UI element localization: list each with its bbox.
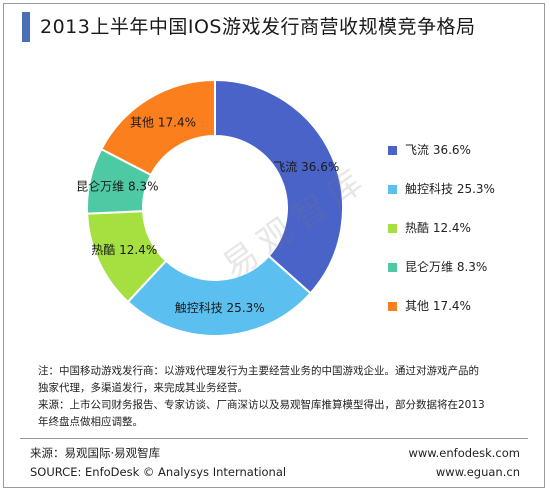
chart-title: 2013上半年中国IOS游戏发行商营收规模竞争格局 bbox=[40, 16, 476, 38]
slice-1 bbox=[126, 254, 312, 337]
note-line-3: 来源：上市公司财务报告、专家访谈、厂商深访以及易观智库推算模型得出，部分数据将在… bbox=[38, 399, 485, 411]
source-url-enfodesk: www.enfodesk.com bbox=[408, 446, 520, 460]
slice-labels: 飞流 36.6% 触控科技 25.3% 热酷 12.4% 昆仑万维 8.3% 其他 17… bbox=[76, 116, 339, 315]
slice-4 bbox=[99, 78, 216, 177]
source-url-eguan: www.eguan.cn bbox=[435, 465, 520, 479]
note-line-1: 注：中国移动游戏发行商：以游戏代理发行为主要经营业务的中国游戏企业。通过对游戏产… bbox=[38, 365, 479, 377]
donut-chart: 飞流 36.6% 触控科技 25.3% 热酷 12.4% 昆仑万维 8.3% 其他 17… bbox=[76, 78, 344, 337]
legend-label-other: 其他 17.4% bbox=[405, 299, 471, 313]
legend-item-reku: 热酷 12.4% bbox=[388, 218, 538, 238]
legend-item-kunlun: 昆仑万维 8.3% bbox=[388, 257, 538, 277]
slice-label-2: 热酷 12.4% bbox=[91, 243, 157, 257]
footer-divider bbox=[20, 438, 528, 439]
url-block: www.enfodesk.com www.eguan.cn bbox=[408, 444, 520, 482]
legend-label-kunlun: 昆仑万维 8.3% bbox=[405, 260, 488, 274]
slice-label-4: 其他 17.4% bbox=[130, 116, 196, 130]
legend-item-other: 其他 17.4% bbox=[388, 296, 538, 316]
source-cn: 来源：易观国际·易观智库 bbox=[30, 446, 161, 460]
source-en: SOURCE: EnfoDesk © Analysys Internationa… bbox=[30, 465, 287, 479]
source-block: 来源：易观国际·易观智库 SOURCE: EnfoDesk © Analysys… bbox=[30, 444, 286, 482]
slice-label-3: 昆仑万维 8.3% bbox=[76, 179, 158, 193]
legend-item-feiliu: 飞流 36.6% bbox=[388, 140, 538, 160]
legend-swatch-kunlun bbox=[388, 263, 397, 272]
slice-0 bbox=[214, 78, 344, 295]
slice-label-0: 飞流 36.6% bbox=[273, 160, 339, 174]
legend-swatch-chukong bbox=[388, 185, 397, 194]
note-line-2: 独家代理，多渠道发行，来完成其业务经营。 bbox=[38, 382, 248, 394]
slice-label-1: 触控科技 25.3% bbox=[175, 301, 265, 315]
legend: 飞流 36.6% 触控科技 25.3% 热酷 12.4% 昆仑万维 8.3% 其… bbox=[388, 140, 538, 335]
notes: 注：中国移动游戏发行商：以游戏代理发行为主要经营业务的中国游戏企业。通过对游戏产… bbox=[38, 363, 508, 431]
legend-label-chukong: 触控科技 25.3% bbox=[405, 182, 495, 196]
legend-swatch-reku bbox=[388, 224, 397, 233]
note-line-4: 年终盘点做相应调整。 bbox=[38, 416, 143, 428]
legend-swatch-other bbox=[388, 302, 397, 311]
legend-label-feiliu: 飞流 36.6% bbox=[405, 143, 471, 157]
legend-swatch-feiliu bbox=[388, 146, 397, 155]
donut-slices bbox=[86, 78, 344, 337]
legend-item-chukong: 触控科技 25.3% bbox=[388, 179, 538, 199]
title-accent-bar bbox=[22, 12, 30, 42]
legend-label-reku: 热酷 12.4% bbox=[405, 221, 471, 235]
